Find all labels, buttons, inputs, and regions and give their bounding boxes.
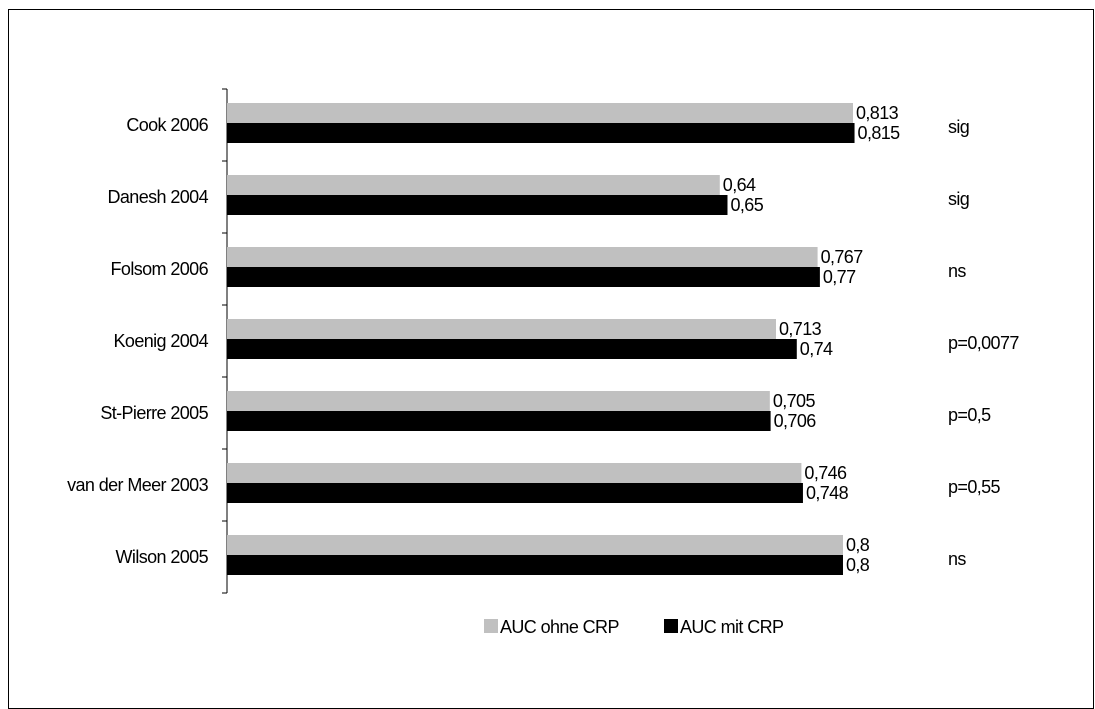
category-label: St-Pierre 2005 xyxy=(100,403,208,423)
bar xyxy=(227,175,720,195)
legend-label: AUC ohne CRP xyxy=(500,617,619,637)
category-label: Cook 2006 xyxy=(126,115,208,135)
significance-label: p=0,55 xyxy=(948,477,1001,497)
data-label: 0,8 xyxy=(846,555,870,575)
data-label: 0,815 xyxy=(858,123,901,143)
bar xyxy=(227,247,818,267)
data-label: 0,8 xyxy=(846,535,870,555)
category-label: Wilson 2005 xyxy=(116,547,209,567)
data-label: 0,74 xyxy=(800,339,833,359)
bar xyxy=(227,483,803,503)
bar xyxy=(227,391,770,411)
significance-label: ns xyxy=(948,261,966,281)
bar xyxy=(227,123,855,143)
significance-label: p=0,0077 xyxy=(948,333,1019,353)
data-label: 0,706 xyxy=(774,411,817,431)
bar xyxy=(227,267,820,287)
category-label: van der Meer 2003 xyxy=(67,475,208,495)
bar xyxy=(227,411,771,431)
bar xyxy=(227,339,797,359)
data-label: 0,713 xyxy=(779,319,822,339)
bar xyxy=(227,103,853,123)
category-label: Folsom 2006 xyxy=(111,259,209,279)
significance-label: sig xyxy=(948,189,969,209)
data-label: 0,64 xyxy=(723,175,756,195)
data-label: 0,813 xyxy=(856,103,899,123)
data-label: 0,767 xyxy=(821,247,864,267)
legend-swatch xyxy=(484,619,498,633)
significance-label: ns xyxy=(948,549,966,569)
data-label: 0,705 xyxy=(773,391,816,411)
bar xyxy=(227,319,777,339)
bar xyxy=(227,555,843,575)
data-label: 0,748 xyxy=(806,483,849,503)
bar xyxy=(227,463,802,483)
data-label: 0,77 xyxy=(823,267,856,287)
category-label: Danesh 2004 xyxy=(108,187,209,207)
category-label: Koenig 2004 xyxy=(114,331,209,351)
significance-label: p=0,5 xyxy=(948,405,991,425)
legend-label: AUC mit CRP xyxy=(680,617,784,637)
data-label: 0,746 xyxy=(804,463,847,483)
significance-label: sig xyxy=(948,117,969,137)
bar xyxy=(227,195,728,215)
bar xyxy=(227,535,843,555)
legend-swatch xyxy=(664,619,678,633)
data-label: 0,65 xyxy=(730,195,763,215)
